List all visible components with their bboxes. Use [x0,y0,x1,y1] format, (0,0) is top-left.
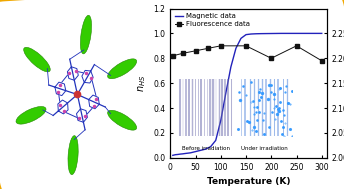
Ellipse shape [80,15,92,54]
Ellipse shape [68,136,78,175]
Legend: Magnetic data, Fluorescence data: Magnetic data, Fluorescence data [174,12,252,29]
Y-axis label: $n_{HS}$: $n_{HS}$ [136,74,148,92]
Ellipse shape [16,107,46,124]
X-axis label: Temperature (K): Temperature (K) [207,177,290,186]
Ellipse shape [108,110,137,130]
Text: Before irradiation: Before irradiation [182,146,229,151]
Ellipse shape [108,59,137,79]
Ellipse shape [24,47,50,72]
Text: Under irradiation: Under irradiation [241,146,287,151]
